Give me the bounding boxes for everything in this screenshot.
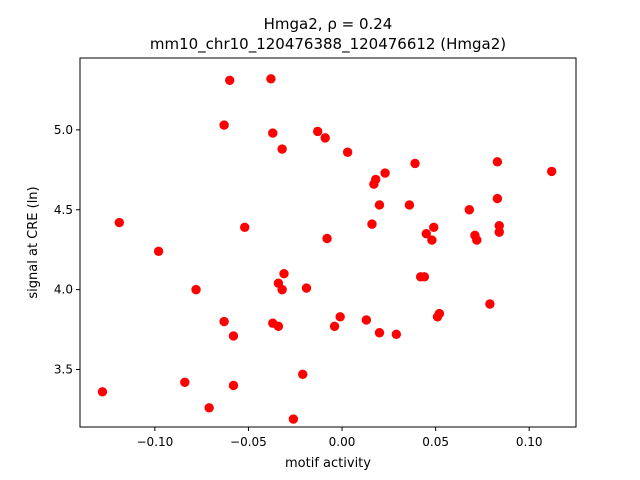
chart-title-line2: mm10_chr10_120476388_120476612 (Hmga2) xyxy=(150,35,506,54)
data-point xyxy=(371,174,381,185)
data-point xyxy=(298,369,308,379)
data-point xyxy=(404,200,415,210)
data-point xyxy=(342,147,353,157)
plot-frame xyxy=(79,57,577,428)
data-point xyxy=(335,312,345,322)
data-point xyxy=(367,219,377,229)
x-tick-label: 0.05 xyxy=(422,435,449,449)
x-tick-label: 0.00 xyxy=(329,435,356,449)
data-point xyxy=(219,120,229,130)
data-point xyxy=(114,217,125,228)
data-point xyxy=(191,284,201,295)
data-point xyxy=(427,235,437,245)
data-point xyxy=(225,75,235,86)
data-point xyxy=(180,377,190,387)
data-point xyxy=(380,168,390,178)
y-tick-label: 4.5 xyxy=(54,203,73,217)
data-point xyxy=(277,144,287,154)
x-tick-label: −0.05 xyxy=(230,435,267,449)
data-point xyxy=(219,316,229,327)
data-point xyxy=(97,387,108,397)
y-tick-label: 3.5 xyxy=(54,362,73,376)
data-point xyxy=(464,205,475,215)
data-point xyxy=(361,315,372,325)
chart-title-line1: Hmga2, ρ = 0.24 xyxy=(264,15,393,33)
data-point xyxy=(421,229,431,239)
data-point xyxy=(419,272,430,282)
data-point xyxy=(279,268,289,279)
data-point xyxy=(329,321,340,332)
data-point xyxy=(391,329,402,340)
data-point xyxy=(374,328,385,338)
data-point xyxy=(268,128,278,138)
x-tick-label: −0.10 xyxy=(136,435,173,449)
data-point xyxy=(277,284,287,295)
data-point xyxy=(313,126,323,137)
data-point xyxy=(288,414,299,424)
data-point xyxy=(320,133,330,143)
data-point xyxy=(240,222,250,233)
data-point xyxy=(494,227,504,237)
y-axis-label: signal at CRE (ln) xyxy=(26,186,41,298)
data-point xyxy=(472,235,482,245)
data-point xyxy=(204,403,214,413)
data-point xyxy=(429,222,439,233)
data-point xyxy=(410,158,420,169)
data-point xyxy=(374,200,385,210)
x-axis-ticks: −0.10 −0.05 0.00 0.05 0.10 xyxy=(136,427,543,449)
y-tick-label: 4.0 xyxy=(54,283,73,297)
data-points xyxy=(97,74,557,424)
data-point xyxy=(322,233,332,244)
data-point xyxy=(266,74,276,84)
data-point xyxy=(546,166,557,177)
data-point xyxy=(228,331,239,341)
x-tick-label: 0.10 xyxy=(516,435,543,449)
data-point xyxy=(153,246,164,256)
data-point xyxy=(492,157,503,167)
y-axis-ticks: 3.5 4.0 4.5 5.0 xyxy=(54,123,80,376)
data-point xyxy=(492,193,503,204)
data-point xyxy=(301,283,312,293)
y-tick-label: 5.0 xyxy=(54,123,73,137)
x-axis-label: motif activity xyxy=(285,456,371,471)
data-point xyxy=(485,299,495,309)
data-point xyxy=(228,380,239,391)
data-point xyxy=(273,321,284,332)
data-point xyxy=(434,308,445,319)
